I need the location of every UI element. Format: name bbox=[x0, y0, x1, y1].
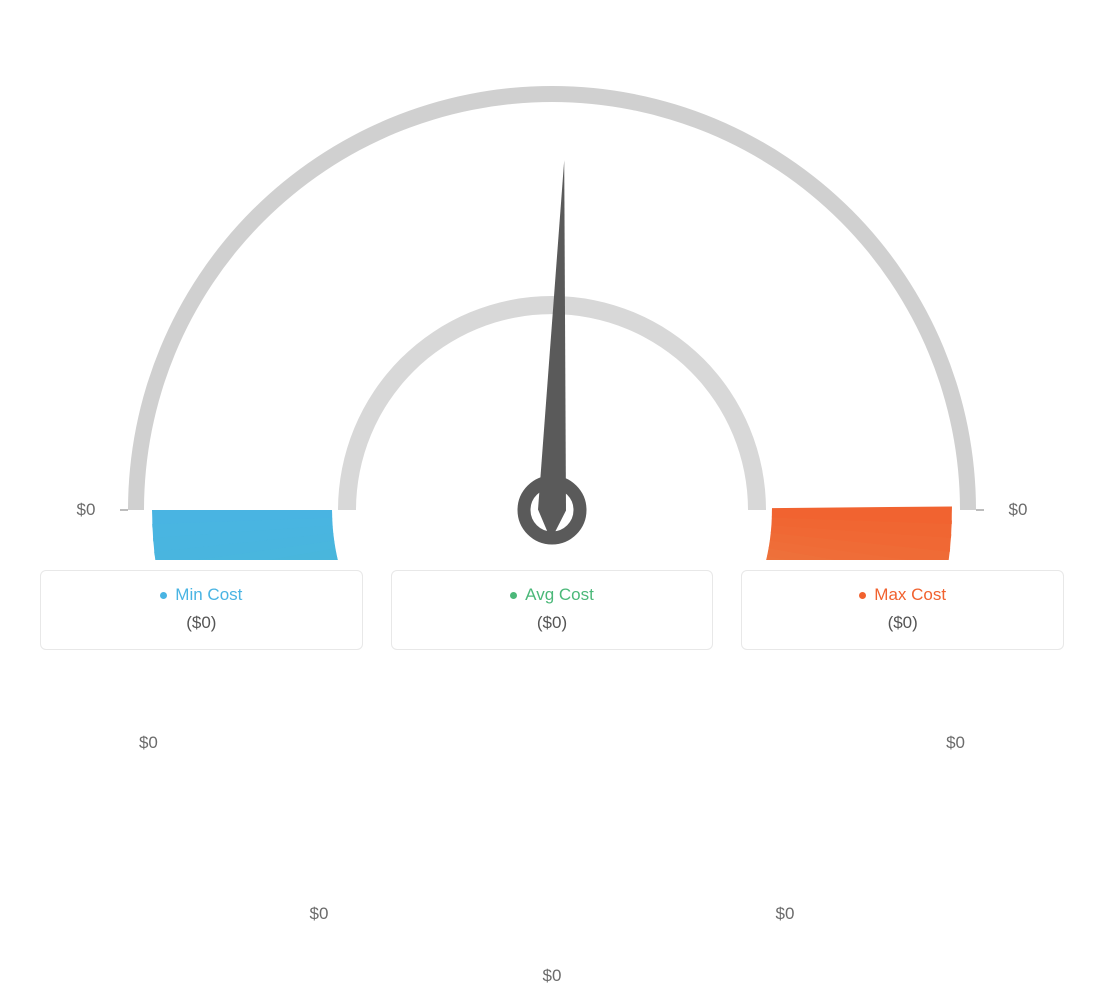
legend-min-label: Min Cost bbox=[160, 585, 242, 605]
legend-dot-max bbox=[859, 592, 866, 599]
legend-max-text: Max Cost bbox=[874, 585, 946, 605]
gauge-tick-label: $0 bbox=[946, 733, 965, 753]
gauge-svg bbox=[0, 0, 1104, 560]
legend-dot-avg bbox=[510, 592, 517, 599]
gauge-tick-label: $0 bbox=[139, 733, 158, 753]
gauge-tick-label: $0 bbox=[543, 966, 562, 986]
gauge-tick-label: $0 bbox=[77, 500, 96, 520]
legend-max-cost: Max Cost ($0) bbox=[741, 570, 1064, 650]
legend-min-text: Min Cost bbox=[175, 585, 242, 605]
legend-max-value: ($0) bbox=[762, 613, 1043, 633]
legend-max-label: Max Cost bbox=[859, 585, 946, 605]
legend-avg-cost: Avg Cost ($0) bbox=[391, 570, 714, 650]
legend-min-cost: Min Cost ($0) bbox=[40, 570, 363, 650]
legend-avg-label: Avg Cost bbox=[510, 585, 594, 605]
legend-avg-value: ($0) bbox=[412, 613, 693, 633]
cost-gauge-chart: $0$0$0$0$0$0$0 bbox=[0, 0, 1104, 560]
legend-row: Min Cost ($0) Avg Cost ($0) Max Cost ($0… bbox=[0, 570, 1104, 650]
gauge-tick-label: $0 bbox=[776, 904, 795, 924]
gauge-tick-label: $0 bbox=[310, 904, 329, 924]
legend-dot-min bbox=[160, 592, 167, 599]
legend-min-value: ($0) bbox=[61, 613, 342, 633]
legend-avg-text: Avg Cost bbox=[525, 585, 594, 605]
gauge-tick-label: $0 bbox=[1009, 500, 1028, 520]
